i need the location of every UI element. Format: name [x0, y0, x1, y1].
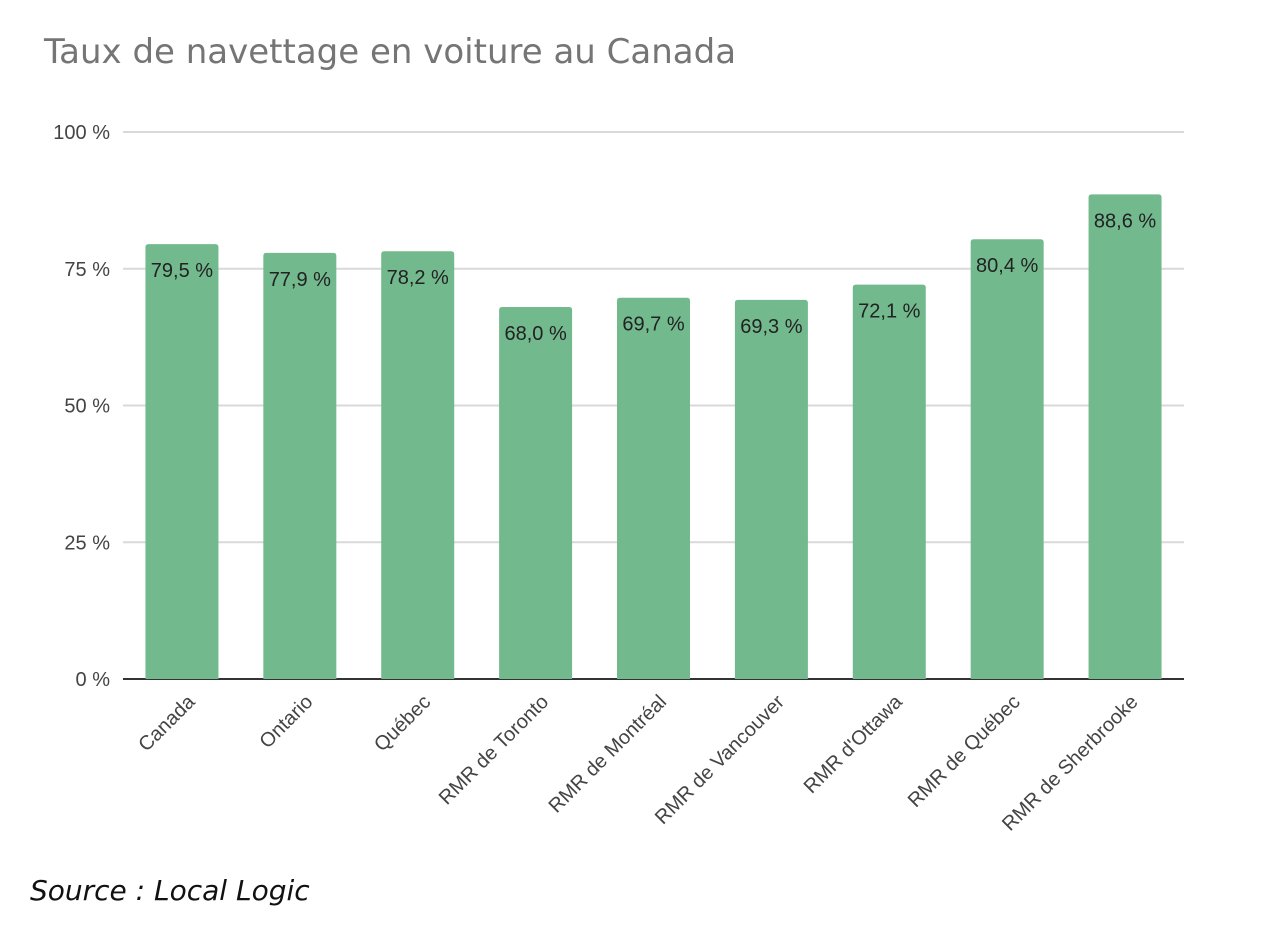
bar — [263, 252, 337, 679]
bar — [734, 299, 808, 679]
bar — [1088, 194, 1162, 679]
x-tick-label: RMR de Québec — [904, 691, 1025, 812]
bar — [970, 239, 1044, 679]
bar-value-label: 77,9 % — [269, 269, 331, 291]
x-tick-label: Ontario — [255, 691, 317, 753]
y-tick-label: 50 % — [64, 396, 110, 418]
source-note: Source : Local Logic — [30, 874, 310, 907]
y-tick-label: 100 % — [53, 122, 110, 144]
bar-value-label: 69,7 % — [622, 314, 684, 336]
bar-value-label: 88,6 % — [1094, 210, 1156, 232]
bar-value-label: 80,4 % — [976, 255, 1038, 277]
bar-value-label: 72,1 % — [858, 301, 920, 323]
bar — [617, 297, 690, 679]
y-tick-label: 75 % — [64, 259, 110, 281]
bar-value-label: 78,2 % — [387, 267, 449, 289]
x-tick-label: RMR de Vancouver — [651, 691, 789, 829]
data-labels: 79,5 % 77,9 % 78,2 % 68,0 % 69,7 % 69,3 % 72,1… — [151, 210, 1157, 345]
x-tick-label: Québec — [370, 691, 435, 756]
bar-value-label: 69,3 % — [740, 316, 802, 338]
bar — [145, 244, 219, 679]
bar-value-label: 79,5 % — [151, 260, 213, 282]
bar-value-label: 68,0 % — [504, 323, 566, 345]
bar — [852, 284, 926, 679]
bar — [499, 307, 573, 679]
bar — [381, 251, 455, 679]
x-tick-label: RMR de Montréal — [545, 691, 671, 817]
bars — [145, 194, 1162, 679]
y-tick-label: 0 % — [76, 669, 111, 691]
x-tick-label: Canada — [134, 690, 200, 756]
x-tick-label: RMR d'Ottawa — [800, 690, 908, 798]
y-tick-label: 25 % — [64, 532, 110, 554]
chart-title: Taux de navettage en voiture au Canada — [43, 32, 736, 72]
x-tick-label: RMR de Sherbrooke — [998, 691, 1142, 835]
y-axis: 0 % 25 % 50 % 75 % 100 % — [53, 122, 110, 691]
x-tick-label: RMR de Toronto — [435, 691, 553, 809]
